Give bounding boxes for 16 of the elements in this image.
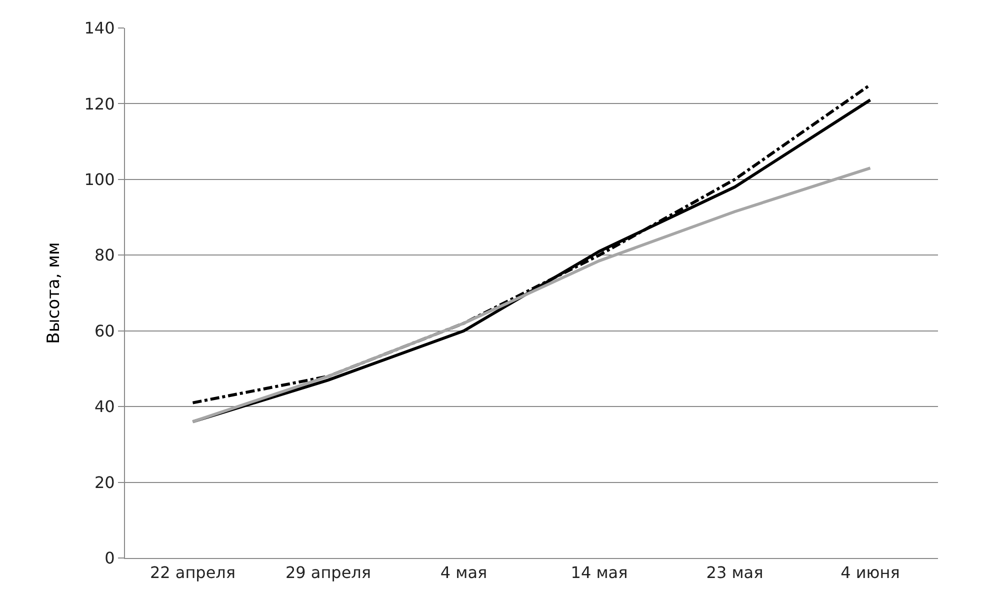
y-tick-label: 40 — [94, 397, 115, 416]
y-tick-label: 140 — [84, 18, 115, 38]
y-tick-label: 120 — [84, 94, 115, 114]
x-tick-label: 4 июня — [840, 563, 900, 582]
x-tick-label: 23 мая — [706, 563, 764, 582]
y-tick-label: 80 — [94, 246, 115, 265]
y-tick-label: 0 — [104, 548, 115, 568]
y-tick-label: 60 — [94, 321, 115, 340]
x-tick-label: 4 мая — [440, 563, 488, 582]
x-tick-label: 22 апреля — [150, 563, 236, 582]
y-tick-label: 100 — [84, 170, 115, 190]
line-series — [191, 166, 872, 424]
y-axis-title: Высота, мм — [44, 242, 64, 344]
x-tick-label: 14 мая — [570, 563, 628, 582]
y-tick-label: 20 — [94, 472, 115, 492]
x-tick-label: 29 апреля — [285, 563, 372, 582]
